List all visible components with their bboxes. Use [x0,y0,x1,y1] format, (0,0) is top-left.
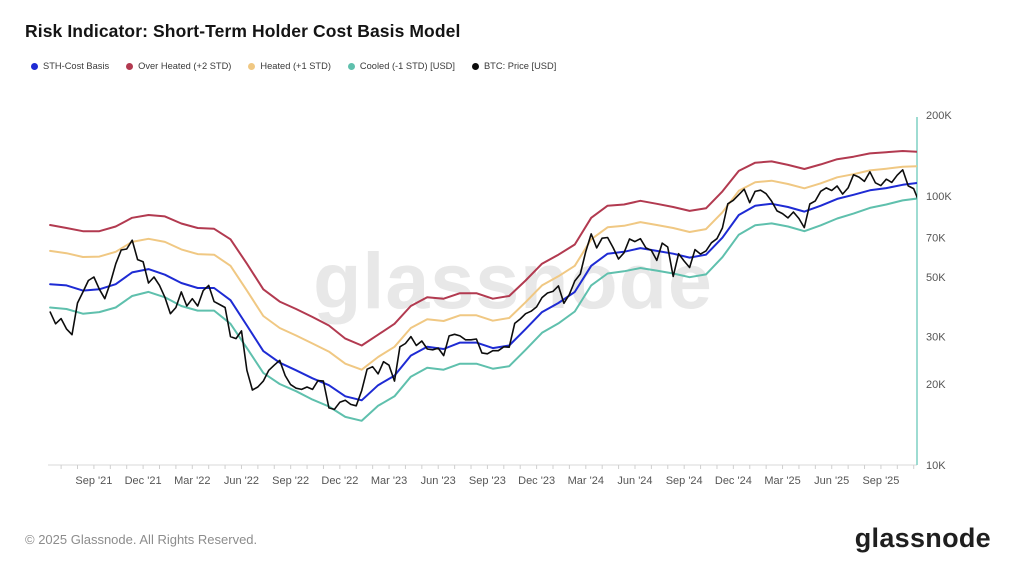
x-axis-label: Dec '23 [518,475,555,487]
y-axis-label: 70K [926,233,946,245]
y-axis-label: 50K [926,272,946,284]
legend-item-over-heated-2-std[interactable]: Over Heated (+2 STD) [126,61,231,71]
x-axis-label: Sep '24 [666,475,703,487]
legend-label: STH-Cost Basis [43,61,110,71]
legend-label: Over Heated (+2 STD) [138,61,232,71]
legend-item-cooled-1-std-usd[interactable]: Cooled (-1 STD) [USD] [347,61,455,71]
y-axis-label: 200K [926,110,952,122]
x-axis-label: Sep '22 [272,475,309,487]
legend-dot [126,62,134,70]
x-axis-label: Mar '22 [174,475,210,487]
legend-dot [248,62,256,70]
y-axis-label: 100K [926,191,952,203]
series-line-sth-cost-basis [49,181,917,402]
chart-area[interactable]: glassnode Sep '21 Dec '21 Mar '22 Jun '22 Se… [0,0,1024,520]
copyright-text: © 2025 Glassnode. All Rights Reserved. [25,532,258,547]
y-axis-label: 10K [926,460,946,472]
x-axis-label: Jun '25 [814,475,849,487]
glassnode-logo: glassnode [854,523,991,553]
x-axis-label: Sep '23 [469,475,506,487]
series-line-over-heated-2-std [49,150,917,347]
legend-item-btc-price-usd[interactable]: BTC: Price [USD] [471,61,557,71]
x-axis-label: Jun '23 [421,475,456,487]
x-axis-label: Mar '23 [371,475,407,487]
chart-legend: STH-Cost Basis Over Heated (+2 STD) Heated… [31,61,556,71]
legend-dot [31,62,38,70]
glassnode-watermark: glassnode [313,236,713,325]
x-axis-label: Jun '24 [617,475,652,487]
y-axis-label: 30K [926,332,946,344]
legend-item-heated-1-std[interactable]: Heated (+1 STD) [248,61,331,71]
legend-label: Heated (+1 STD) [260,61,331,71]
x-axis-label: Sep '25 [862,475,899,487]
y-axis-label: 20K [926,379,946,391]
x-axis-label: Mar '25 [764,475,800,487]
legend-item-sth-cost-basis[interactable]: STH-Cost Basis [31,61,109,71]
legend-label: BTC: Price [USD] [483,61,557,71]
x-axis-label: Dec '22 [321,475,358,487]
legend-label: Cooled (-1 STD) [USD] [359,61,455,71]
chart-title: Risk Indicator: Short-Term Holder Cost B… [25,21,461,41]
series-line-cooled-1-std-usd [49,197,917,422]
series-line-btc-price-usd [49,169,917,411]
series-line-heated-1-std [49,165,917,371]
x-axis-label: Jun '22 [224,475,259,487]
x-axis-label: Dec '21 [125,475,162,487]
x-axis-label: Mar '24 [568,475,604,487]
legend-dot [347,62,355,70]
price-chart-svg[interactable]: Sep '21 Dec '21 Mar '22 Jun '22 Sep '22 Dec '… [0,0,1024,520]
legend-dot [471,62,479,70]
x-axis-label: Sep '21 [75,475,112,487]
x-axis-label: Dec '24 [715,475,752,487]
